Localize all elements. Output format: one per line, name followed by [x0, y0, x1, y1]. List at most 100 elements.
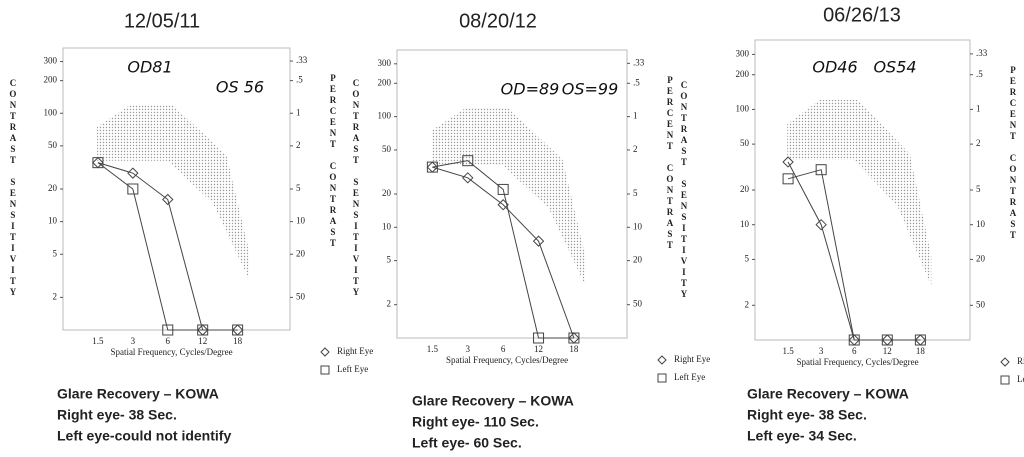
x-tick-label: 18 — [569, 344, 579, 354]
y-tick-label: 200 — [736, 69, 750, 79]
marker-diamond — [162, 193, 174, 206]
y-tick-label: 50 — [740, 138, 750, 148]
marker-square — [462, 155, 474, 167]
marker-square — [782, 173, 794, 185]
marker-diamond — [127, 167, 139, 179]
y-tick-label: 50 — [382, 144, 392, 154]
x-tick-label: 12 — [883, 346, 892, 356]
handwritten-annotation: OS 56 — [216, 78, 264, 97]
y-tick-label: 5 — [387, 255, 392, 265]
y2-tick-label: .5 — [633, 77, 640, 87]
y2-tick-label: .33 — [296, 55, 308, 65]
legend-square — [320, 365, 330, 375]
marker-square — [197, 324, 209, 336]
y-tick-label: 20 — [48, 183, 58, 193]
x-axis-label: Spatial Frequency, Cycles/Degree — [110, 347, 232, 357]
y2-tick-label: 10 — [633, 221, 643, 231]
y2-tick-label: 5 — [976, 184, 981, 194]
y-tick-label: 100 — [44, 107, 58, 117]
x-tick-label: 6 — [501, 344, 506, 354]
x-axis-label: Spatial Frequency, Cycles/Degree — [446, 355, 568, 365]
series-line — [97, 162, 238, 331]
glare-note: Right eye- 38 Sec. — [747, 407, 867, 423]
x-tick-label: 6 — [852, 346, 857, 356]
marker-diamond — [815, 218, 827, 231]
x-tick-label: 3 — [466, 344, 471, 354]
glare-note: Glare Recovery – KOWA — [412, 393, 574, 409]
y3-axis-label: CONTRAST SENSITIVITY — [351, 78, 361, 298]
handwritten-annotation: OD46 — [812, 58, 857, 77]
y-tick-label: 100 — [736, 103, 750, 113]
plot-frame — [754, 39, 971, 341]
y2-tick-label: 50 — [633, 299, 643, 309]
legend-diamond — [657, 355, 667, 365]
marker-square — [92, 157, 104, 169]
x-tick-label: 18 — [916, 346, 926, 356]
y-tick-label: 20 — [740, 184, 750, 194]
y2-tick-label: 1 — [296, 107, 301, 117]
x-tick-label: 1.5 — [782, 346, 794, 356]
y2-axis-label: PERCENT CONTRAST — [328, 73, 338, 249]
x-tick-label: 3 — [131, 336, 136, 346]
glare-note: Right eye- 38 Sec. — [57, 407, 177, 423]
y2-tick-label: 1 — [633, 111, 638, 121]
y2-axis-label: PERCENT CONTRAST — [1008, 65, 1018, 241]
glare-note: Left eye-could not identify — [57, 428, 231, 444]
y-tick-label: 5 — [53, 248, 58, 258]
y2-tick-label: 5 — [296, 183, 301, 193]
y3-axis-label: CONTRAST SENSITIVITY — [679, 80, 689, 300]
marker-square — [568, 332, 580, 344]
legend-label: Right Eye — [674, 354, 710, 364]
marker-square — [815, 164, 827, 176]
marker-square — [162, 324, 174, 336]
y2-tick-label: .33 — [633, 57, 645, 67]
y-tick-label: 5 — [745, 253, 750, 263]
y-tick-label: 2 — [745, 299, 750, 309]
y-tick-label: 300 — [736, 48, 750, 58]
y2-tick-label: 5 — [633, 188, 638, 198]
x-tick-label: 3 — [819, 346, 824, 356]
legend-label: Right Eye — [337, 346, 373, 356]
y2-tick-label: 10 — [296, 216, 306, 226]
y-tick-label: 20 — [382, 188, 392, 198]
x-tick-label: 12 — [198, 336, 207, 346]
marker-diamond — [782, 156, 794, 168]
glare-note: Glare Recovery – KOWA — [747, 386, 909, 402]
marker-square — [426, 161, 438, 173]
y-tick-label: 10 — [740, 219, 750, 229]
legend-label: Left Eye — [337, 364, 368, 374]
handwritten-annotation: OS=99 — [562, 80, 619, 99]
panel-date: 12/05/11 — [124, 10, 200, 32]
marker-diamond — [532, 235, 545, 247]
y2-tick-label: 20 — [976, 253, 986, 263]
panel-date: 08/20/12 — [459, 10, 537, 32]
legend-square — [657, 373, 667, 383]
x-tick-label: 12 — [534, 344, 543, 354]
y2-tick-label: .5 — [296, 75, 303, 85]
glare-note: Left eye- 34 Sec. — [747, 428, 857, 444]
y2-tick-label: 2 — [976, 138, 981, 148]
legend-diamond — [320, 347, 330, 357]
legend-label: Right Eye — [1017, 356, 1024, 366]
handwritten-annotation: OS54 — [873, 58, 916, 77]
y-axis-label: CONTRAST SENSITIVITY — [8, 78, 18, 298]
y-tick-label: 10 — [48, 216, 58, 226]
glare-note: Right eye- 110 Sec. — [412, 414, 539, 430]
marker-square — [848, 334, 860, 346]
y-tick-label: 2 — [53, 291, 58, 301]
y-tick-label: 10 — [382, 221, 392, 231]
y2-tick-label: 50 — [296, 291, 306, 301]
marker-square — [127, 183, 139, 195]
normal-band — [97, 104, 250, 280]
marker-square — [533, 332, 545, 344]
y-tick-label: 200 — [378, 77, 392, 87]
x-tick-label: 6 — [166, 336, 171, 346]
marker-diamond — [462, 172, 474, 184]
panel-date: 06/26/13 — [823, 4, 901, 26]
normal-band — [431, 107, 586, 287]
glare-note: Left eye- 60 Sec. — [412, 435, 522, 451]
y-tick-label: 50 — [48, 140, 58, 150]
legend-label: Left Eye — [1017, 374, 1024, 384]
x-axis-label: Spatial Frequency, Cycles/Degree — [796, 357, 918, 367]
